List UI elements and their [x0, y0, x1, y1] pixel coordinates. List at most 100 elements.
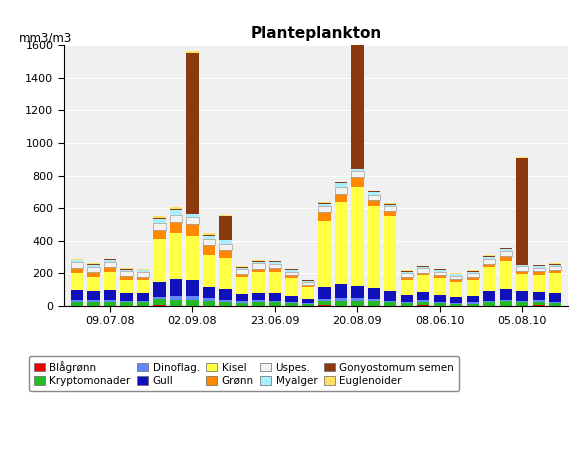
Bar [219, 250, 231, 258]
Bar [516, 302, 528, 306]
Bar [318, 202, 331, 203]
Bar [516, 270, 528, 274]
Bar [235, 266, 248, 267]
Bar [318, 212, 331, 221]
Bar [252, 292, 264, 301]
Bar [417, 267, 429, 269]
Title: Planteplankton: Planteplankton [251, 26, 382, 41]
Bar [401, 277, 413, 280]
Bar [203, 233, 215, 235]
Bar [318, 203, 331, 204]
Bar [219, 300, 231, 302]
Bar [351, 171, 364, 177]
Bar [516, 266, 528, 270]
Bar [401, 303, 413, 306]
Bar [466, 272, 479, 274]
Bar [549, 302, 561, 303]
Bar [318, 299, 331, 301]
Bar [466, 274, 479, 277]
Bar [401, 271, 413, 272]
Bar [483, 267, 495, 291]
Bar [203, 239, 215, 246]
Bar [170, 209, 182, 210]
Bar [302, 299, 314, 303]
Bar [252, 269, 264, 272]
Bar [302, 281, 314, 282]
Bar [532, 292, 545, 300]
Bar [269, 301, 281, 302]
Bar [417, 266, 429, 267]
Bar [335, 301, 347, 306]
Bar [137, 280, 149, 293]
Bar [384, 216, 397, 291]
Bar [351, 286, 364, 298]
Bar [186, 300, 198, 306]
Bar [466, 296, 479, 302]
Bar [549, 274, 561, 293]
Bar [104, 260, 116, 262]
Bar [203, 302, 215, 306]
Bar [516, 274, 528, 291]
Bar [71, 259, 83, 260]
Bar [368, 288, 380, 300]
Bar [532, 266, 545, 267]
Bar [186, 236, 198, 280]
Bar [302, 279, 314, 280]
Bar [368, 190, 380, 191]
Bar [104, 302, 116, 306]
Bar [302, 304, 314, 306]
Bar [434, 270, 446, 272]
Bar [88, 265, 100, 267]
Bar [532, 267, 545, 271]
Bar [401, 270, 413, 271]
Bar [384, 302, 397, 306]
Bar [434, 303, 446, 306]
Bar [483, 301, 495, 302]
Bar [235, 274, 248, 277]
Bar [450, 279, 462, 282]
Bar [137, 293, 149, 301]
Bar [137, 301, 149, 302]
Bar [483, 291, 495, 301]
Bar [368, 200, 380, 206]
Bar [335, 183, 347, 187]
Bar [417, 269, 429, 273]
Bar [318, 305, 331, 306]
Bar [516, 158, 528, 265]
Bar [549, 266, 561, 270]
Bar [335, 202, 347, 284]
Bar [153, 219, 166, 223]
Bar [285, 272, 298, 275]
Bar [499, 249, 512, 251]
Bar [219, 302, 231, 306]
Bar [120, 269, 133, 270]
Bar [384, 207, 397, 211]
Bar [335, 284, 347, 298]
Bar [335, 298, 347, 301]
Bar [351, 38, 364, 169]
Bar [269, 302, 281, 306]
Bar [170, 233, 182, 279]
Bar [499, 289, 512, 300]
Bar [335, 194, 347, 202]
Bar [71, 301, 83, 302]
Bar [252, 301, 264, 302]
Bar [434, 278, 446, 295]
Bar [137, 277, 149, 280]
Bar [302, 285, 314, 287]
Bar [532, 302, 545, 305]
Bar [203, 235, 215, 236]
Bar [450, 273, 462, 274]
Bar [71, 268, 83, 273]
Bar [120, 271, 133, 276]
Bar [153, 282, 166, 297]
Bar [417, 292, 429, 300]
Bar [351, 301, 364, 306]
Bar [186, 280, 198, 296]
Bar [434, 275, 446, 278]
Bar [384, 291, 397, 301]
Bar [71, 290, 83, 301]
Bar [434, 302, 446, 303]
Bar [252, 262, 264, 263]
Bar [302, 303, 314, 304]
